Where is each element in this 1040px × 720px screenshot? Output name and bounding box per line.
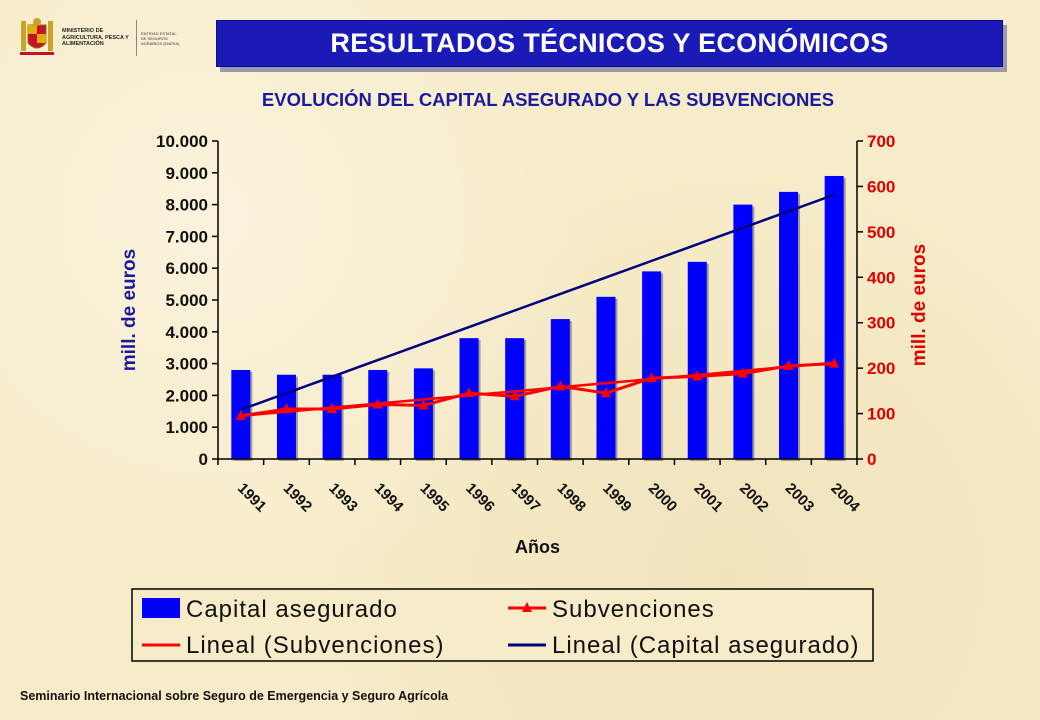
marker-subvenciones [555, 380, 566, 391]
bar-capital-asegurado [459, 338, 479, 459]
chart-title: EVOLUCIÓN DEL CAPITAL ASEGURADO Y LAS SU… [261, 89, 835, 110]
y-tick-label-left: 6.000 [165, 259, 208, 278]
x-axis-title: Años [515, 537, 560, 557]
x-tick-label: 1997 [508, 480, 544, 516]
logo-divider [136, 20, 137, 56]
legend-label-subvenciones: Subvenciones [552, 596, 715, 623]
y-tick-label-right: 500 [867, 223, 895, 242]
marker-subvenciones [418, 399, 429, 410]
y-tick-label-right: 0 [867, 450, 876, 469]
y-tick-label-left: 0 [199, 450, 208, 469]
marker-subvenciones [783, 359, 794, 370]
spain-coat-of-arms-icon [20, 18, 54, 55]
line-subvenciones [240, 362, 835, 418]
legend-label-capital-asegurado: Capital asegurado [186, 596, 398, 623]
x-tick-label: 2002 [736, 480, 772, 516]
marker-subvenciones [464, 387, 475, 398]
legend-box [131, 588, 874, 662]
marker-subvenciones [829, 357, 840, 368]
x-tick-label: 2001 [690, 480, 726, 516]
x-tick-label: 2000 [645, 480, 681, 516]
legend-marker-subvenciones [522, 602, 532, 612]
x-tick-label: 1992 [280, 480, 316, 516]
legend-swatch-capital-asegurado [142, 598, 180, 618]
bar-capital-asegurado [413, 368, 433, 459]
legend-label-lineal-capital-asegurado: Lineal (Capital asegurado) [552, 632, 860, 659]
y-tick-label-left: 10.000 [156, 132, 208, 151]
y-tick-label-left: 2.000 [165, 386, 208, 405]
footer-text: Seminario Internacional sobre Seguro de … [20, 689, 449, 703]
y-tick-label-right: 300 [867, 314, 895, 333]
bar-capital-asegurado [368, 369, 388, 459]
y-tick-label-left: 3.000 [165, 355, 208, 374]
marker-subvenciones [737, 367, 748, 378]
y-tick-label-right: 700 [867, 132, 895, 151]
y-tick-label-right: 600 [867, 177, 895, 196]
y-tick-label-left: 7.000 [165, 227, 208, 246]
y-tick-label-right: 100 [867, 405, 895, 424]
x-tick-label: 1991 [234, 480, 270, 516]
bar-capital-asegurado [687, 261, 707, 459]
x-tick-label: 1995 [417, 480, 453, 516]
entity-name: Entidad Estatal de Seguros Agrarios (ENE… [141, 30, 180, 46]
y-axis-title-left: mill. de euros [119, 249, 140, 371]
x-tick-label: 1999 [599, 480, 635, 516]
x-tick-label: 1993 [325, 480, 361, 516]
bar-capital-asegurado [642, 271, 662, 459]
y-tick-label-left: 1.000 [165, 418, 208, 437]
x-tick-label: 2003 [782, 480, 818, 516]
marker-subvenciones [235, 409, 246, 420]
marker-subvenciones [281, 403, 292, 414]
marker-subvenciones [509, 390, 520, 401]
bar-capital-asegurado [322, 374, 342, 459]
x-tick-label: 2004 [827, 480, 863, 516]
title-banner: RESULTADOS TÉCNICOS Y ECONÓMICOS [216, 20, 1003, 67]
marker-subvenciones [600, 387, 611, 398]
y-tick-label-left: 9.000 [165, 164, 208, 183]
x-tick-label: 1998 [553, 480, 589, 516]
y-tick-label-left: 4.000 [165, 323, 208, 342]
bar-capital-asegurado [276, 374, 296, 459]
ministry-logo: Ministerio de Agricultura, Pesca y Alime… [18, 14, 183, 62]
marker-subvenciones [692, 370, 703, 381]
bar-capital-asegurado [733, 204, 753, 459]
marker-subvenciones [327, 403, 338, 414]
legend-label-lineal-subvenciones: Lineal (Subvenciones) [186, 632, 444, 659]
page-title: RESULTADOS TÉCNICOS Y ECONÓMICOS [330, 28, 889, 58]
y-tick-label-right: 200 [867, 359, 895, 378]
marker-subvenciones [372, 398, 383, 409]
bar-capital-asegurado [779, 191, 799, 459]
x-tick-label: 1994 [371, 480, 407, 516]
y-axis-title-right: mill. de euros [909, 244, 930, 366]
y-tick-label-left: 5.000 [165, 291, 208, 310]
marker-subvenciones [646, 372, 657, 383]
trendline-capital-asegurado [240, 193, 835, 411]
y-tick-label-left: 8.000 [165, 196, 208, 215]
bar-capital-asegurado [596, 296, 616, 459]
ministry-name: Ministerio de Agricultura, Pesca y Alime… [62, 28, 129, 48]
x-tick-label: 1996 [462, 480, 498, 516]
y-tick-label-right: 400 [867, 268, 895, 287]
bar-capital-asegurado [824, 175, 844, 460]
